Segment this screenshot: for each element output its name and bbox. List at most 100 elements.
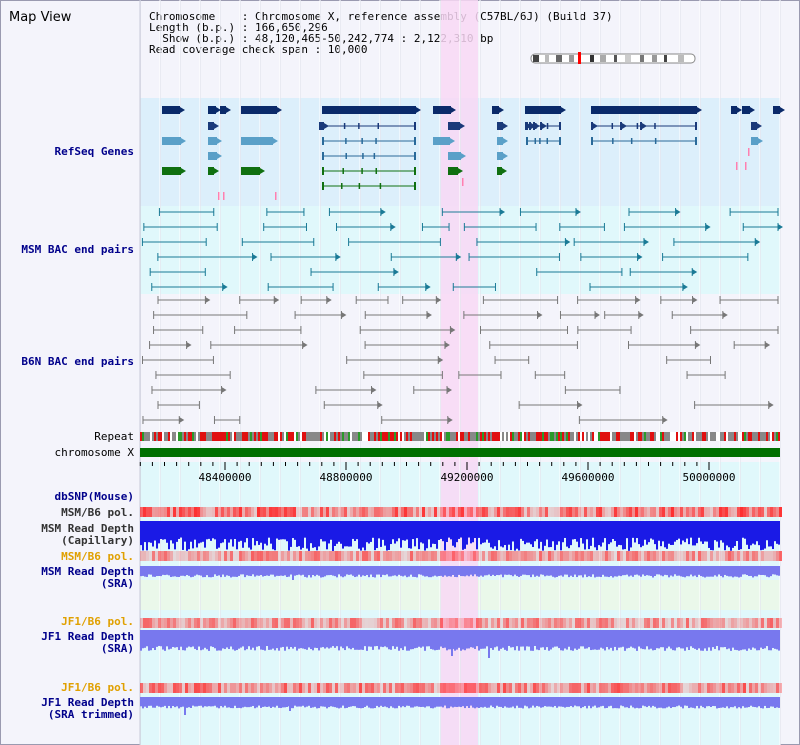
- polymorphism-cell: [671, 683, 674, 693]
- read-depth-bar: [240, 697, 242, 709]
- track-features[interactable]: [140, 106, 785, 715]
- read-depth-bar: [386, 697, 388, 708]
- repeat-segment: [602, 432, 604, 441]
- repeat-segment: [238, 432, 240, 441]
- track-label-msm-b6-pol-1: MSM/B6 pol.: [61, 506, 134, 519]
- read-depth-bar: [264, 566, 266, 576]
- repeat-segment: [406, 432, 408, 441]
- repeat-segment: [590, 432, 592, 441]
- read-depth-bar: [260, 630, 262, 650]
- chromosome-ideogram[interactable]: [530, 52, 696, 64]
- read-depth-bar: [140, 521, 142, 546]
- read-depth-bar: [666, 521, 668, 549]
- read-depth-bar: [744, 630, 746, 650]
- read-depth-bar: [470, 521, 472, 544]
- track-label-dbsnp[interactable]: dbSNP(Mouse): [54, 490, 134, 503]
- polymorphism-cell: [302, 683, 305, 693]
- read-depth-bar: [734, 566, 736, 577]
- read-depth-bar: [522, 566, 524, 575]
- polymorphism-cell: [140, 683, 143, 693]
- read-depth-bar: [734, 697, 736, 707]
- polymorphism-cell: [593, 618, 596, 628]
- read-depth-bar: [772, 630, 774, 648]
- track-label-b6n-bac[interactable]: B6N BAC end pairs: [21, 355, 134, 368]
- polymorphism-cell: [479, 507, 482, 517]
- polymorphism-cell: [206, 618, 209, 628]
- read-depth-bar: [288, 630, 290, 650]
- track-label-refseq-genes[interactable]: RefSeq Genes: [54, 145, 134, 158]
- repeat-segment: [698, 432, 700, 441]
- read-depth-bar: [222, 697, 224, 708]
- polymorphism-cell: [302, 551, 305, 561]
- read-depth-bar: [650, 521, 652, 539]
- polymorphism-cell: [551, 683, 554, 693]
- polymorphism-cell: [575, 551, 578, 561]
- read-depth-bar: [204, 630, 206, 648]
- polymorphism-cell: [404, 618, 407, 628]
- read-depth-bar: [580, 630, 582, 647]
- repeat-segment: [474, 432, 476, 441]
- gene-arrow: [535, 123, 540, 129]
- polymorphism-cell: [713, 683, 716, 693]
- read-depth-bar: [308, 630, 310, 648]
- read-depth-bar: [622, 521, 624, 550]
- read-depth-bar: [390, 521, 392, 545]
- polymorphism-cell: [263, 618, 266, 628]
- repeat-segment: [502, 432, 504, 441]
- read-depth-bar: [268, 630, 270, 650]
- repeat-segment: [744, 432, 746, 441]
- repeat-segment: [520, 432, 522, 441]
- polymorphism-cell: [551, 507, 554, 517]
- polymorphism-cell: [341, 551, 344, 561]
- read-depth-bar: [154, 566, 156, 577]
- repeat-segment: [260, 432, 262, 441]
- read-depth-bar: [566, 697, 568, 707]
- read-depth-bar: [354, 566, 356, 578]
- read-depth-bar: [494, 521, 496, 547]
- read-depth-bar: [292, 630, 294, 649]
- read-depth-bar: [256, 566, 258, 576]
- read-depth-bar: [628, 521, 630, 551]
- page-title: Map View: [9, 10, 72, 25]
- polymorphism-cell: [158, 683, 161, 693]
- read-depth-bar: [152, 630, 154, 649]
- read-depth-bar: [730, 697, 732, 708]
- polymorphism-cell: [371, 507, 374, 517]
- polymorphism-cell: [443, 618, 446, 628]
- polymorphism-cell: [206, 683, 209, 693]
- repeat-segment: [724, 432, 726, 441]
- polymorphism-cell: [416, 551, 419, 561]
- read-depth-bar: [468, 566, 470, 577]
- read-depth-bar: [354, 697, 356, 707]
- read-depth-bar: [438, 521, 440, 541]
- read-depth-bar: [692, 566, 694, 577]
- polymorphism-cell: [653, 683, 656, 693]
- read-depth-bar: [486, 697, 488, 708]
- read-depth-bar: [752, 521, 754, 544]
- track-label-msm-bac[interactable]: MSM BAC end pairs: [21, 243, 134, 256]
- read-depth-bar: [318, 566, 320, 576]
- repeat-segment: [712, 432, 714, 441]
- polymorphism-cell: [374, 683, 377, 693]
- polymorphism-cell: [779, 683, 782, 693]
- read-depth-bar: [578, 566, 580, 576]
- repeat-segment: [144, 432, 146, 441]
- read-depth-bar: [258, 521, 260, 545]
- read-depth-bar: [584, 566, 586, 575]
- repeat-segment: [290, 432, 292, 441]
- read-depth-bar: [752, 630, 754, 648]
- gene-arrow: [277, 107, 282, 113]
- repeat-segment: [482, 432, 484, 441]
- read-depth-bar: [426, 697, 428, 707]
- polymorphism-cell: [704, 683, 707, 693]
- polymorphism-cell: [533, 551, 536, 561]
- repeat-segment: [562, 432, 564, 441]
- read-depth-bar: [146, 630, 148, 647]
- gene-arrow: [181, 138, 186, 144]
- polymorphism-cell: [668, 683, 671, 693]
- polymorphism-cell: [608, 683, 611, 693]
- polymorphism-cell: [245, 551, 248, 561]
- read-depth-bar: [298, 521, 300, 547]
- read-depth-bar: [564, 566, 566, 575]
